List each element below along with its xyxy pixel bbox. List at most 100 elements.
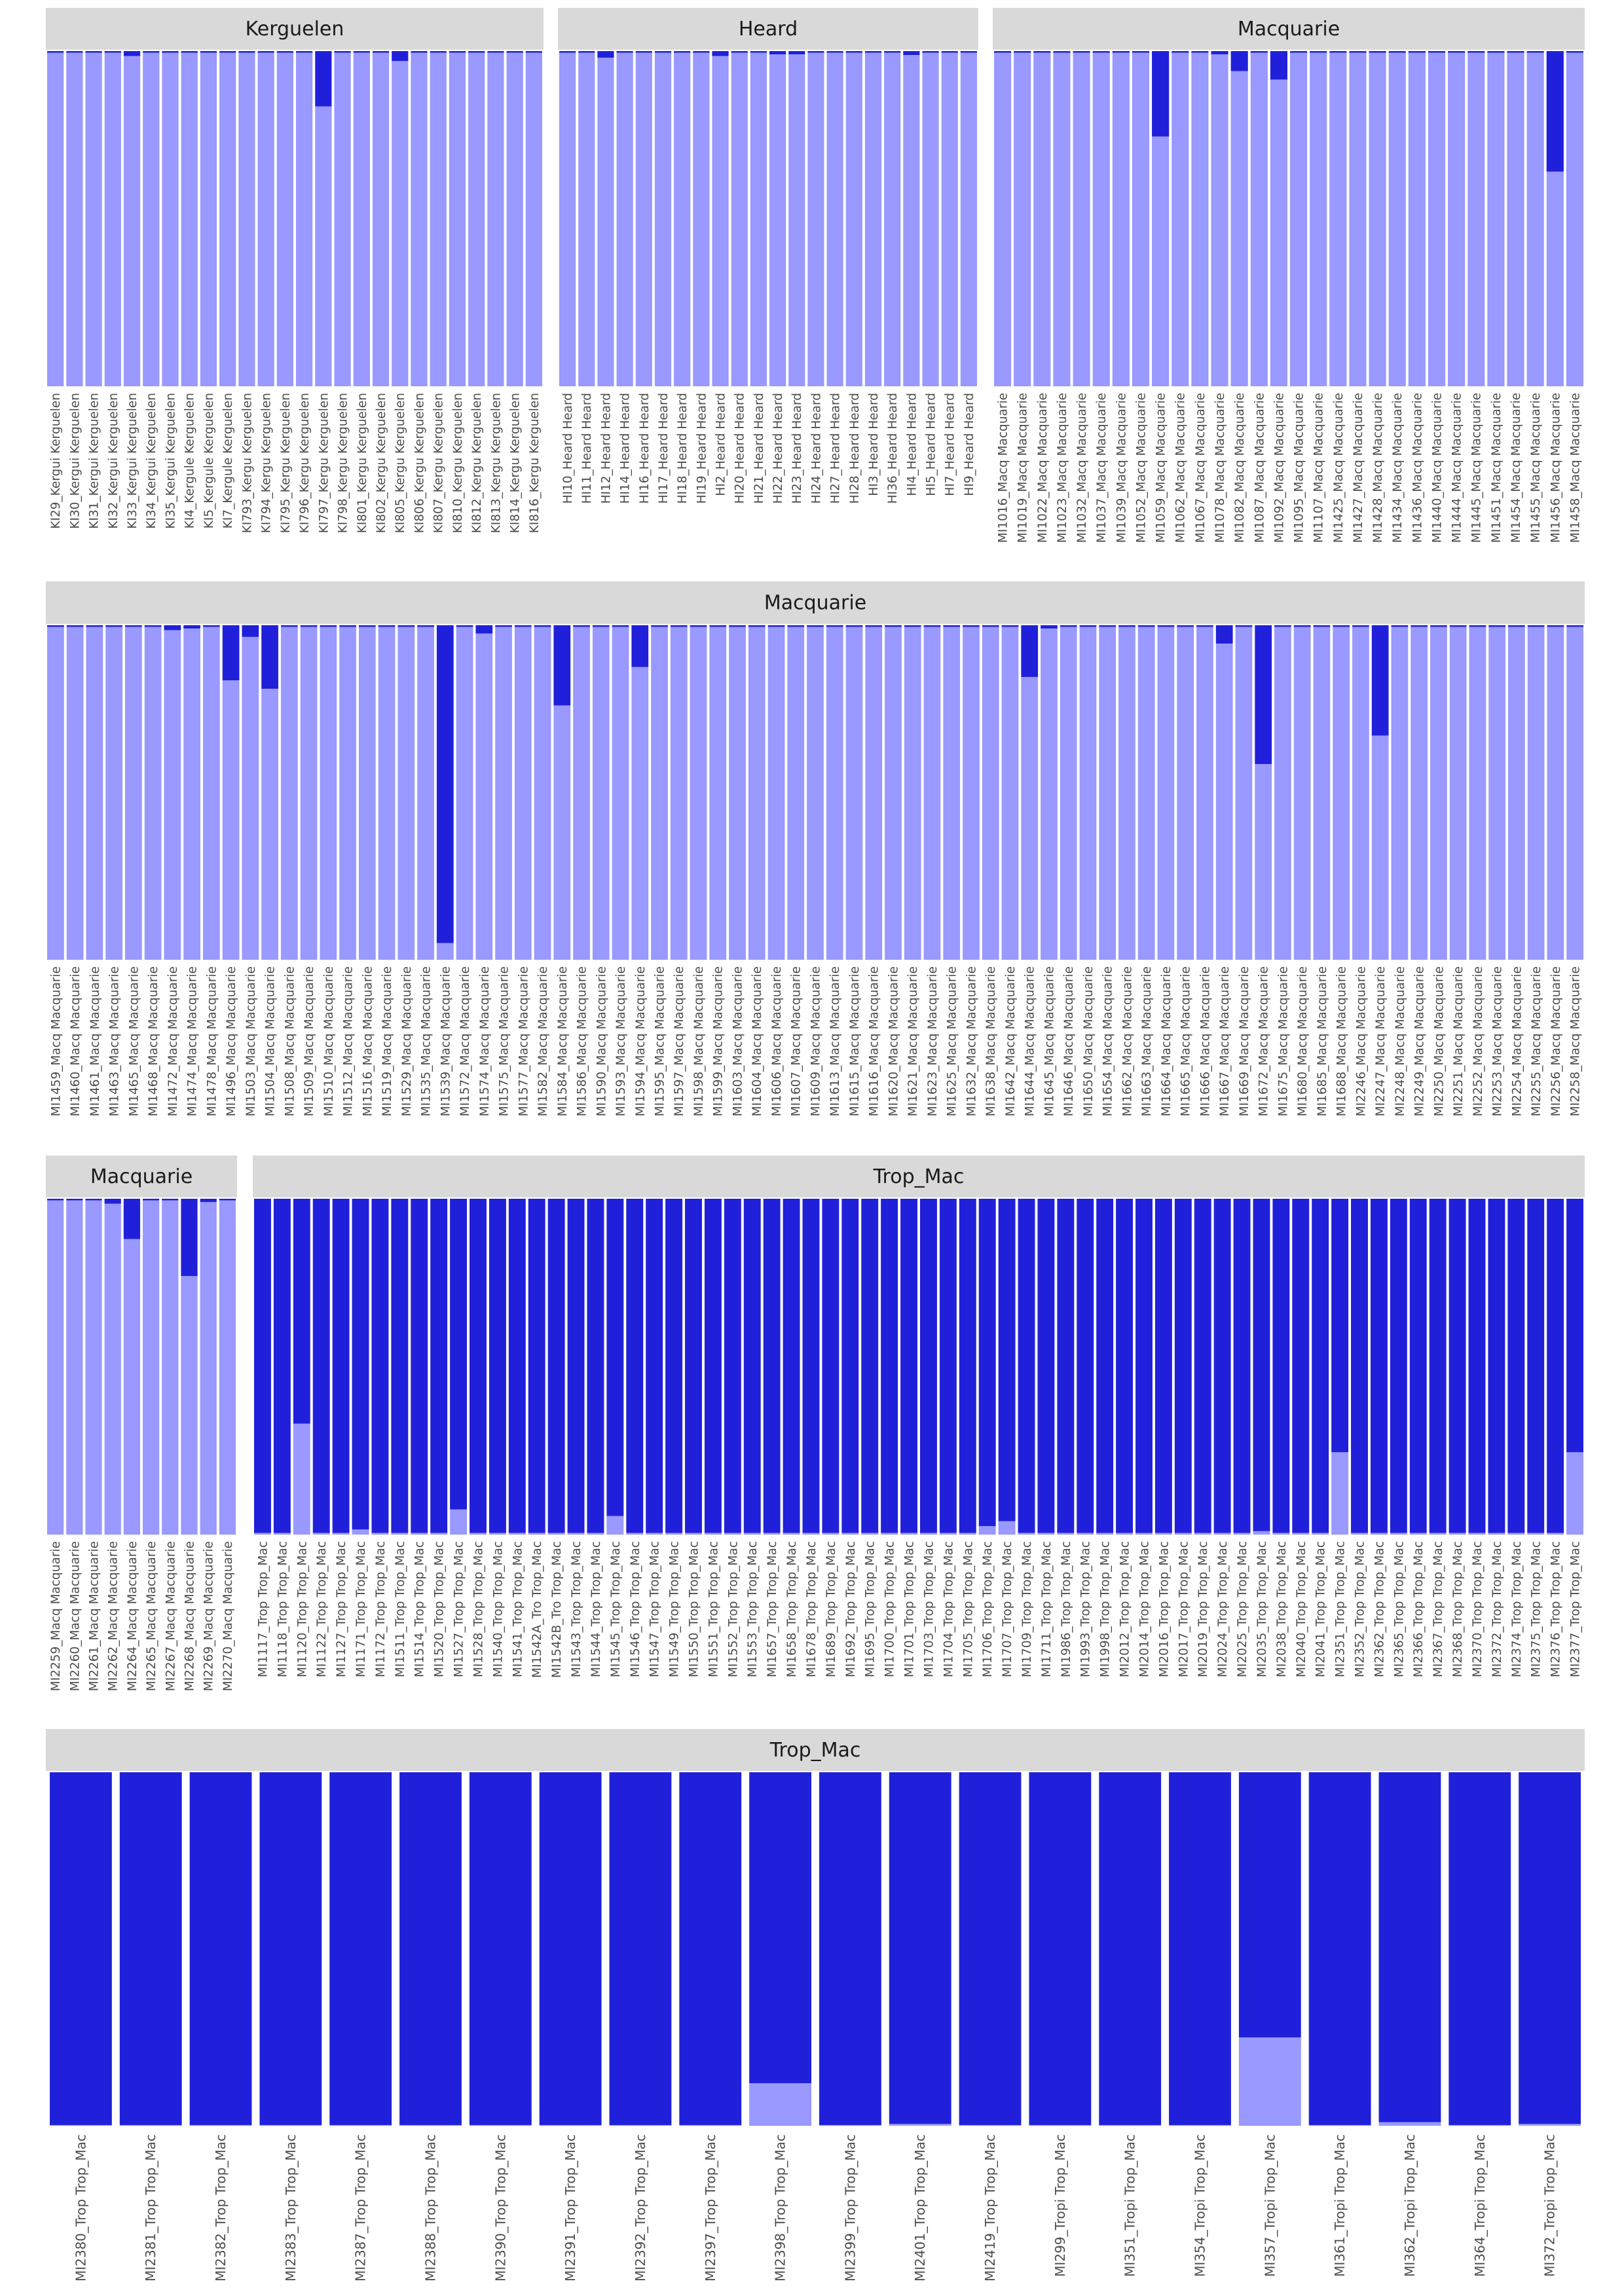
- bar-segment-cluster2: [903, 55, 920, 387]
- tick-label: HI28_Heard Heard: [848, 393, 862, 503]
- bar-segment-cluster1: [802, 1199, 820, 1533]
- tick-label: MI2268_Macq Macquarie: [183, 1541, 197, 1691]
- tick-label: MI299_Tropi Trop_Mac: [1052, 2134, 1068, 2277]
- bar-segment-cluster1: [417, 625, 434, 627]
- bar-segment-cluster1: [1507, 1199, 1525, 1533]
- bar-segment-cluster2: [273, 1533, 291, 1535]
- tick-label: MI1468_Macq Macquarie: [147, 966, 160, 1116]
- bar-segment-cluster1: [123, 1199, 140, 1239]
- tick-label: MI372_Tropi Trop_Mac: [1542, 2134, 1558, 2277]
- bar-segment-cluster2: [1448, 52, 1466, 386]
- bar-segment-cluster1: [280, 625, 298, 627]
- tick-label: MI1688_Macq Macquarie: [1335, 966, 1349, 1116]
- bar-segment-cluster2: [1467, 52, 1485, 386]
- bar-segment-cluster1: [1488, 1199, 1505, 1533]
- tick-label: HI21_Heard Heard: [752, 393, 766, 503]
- bar-segment-cluster1: [1352, 625, 1369, 627]
- panel-macquarie: Macquarie MI1016_Macq Macquarie MI1019_Mac…: [993, 8, 1585, 543]
- bar-segment-cluster1: [1547, 625, 1564, 627]
- bar-segment-cluster2: [508, 1533, 526, 1535]
- bar-segment-cluster1: [339, 625, 356, 627]
- bar-segment-cluster2: [181, 1275, 198, 1535]
- bar-segment-cluster1: [261, 625, 278, 689]
- bar-segment-cluster1: [105, 625, 122, 627]
- tick-label: MI2270_Macq Macquarie: [221, 1541, 235, 1691]
- tick-label: MI2398_Trop Trop_Mac: [773, 2134, 788, 2282]
- bar-segment-cluster1: [750, 51, 767, 53]
- bar-segment-cluster1: [450, 1199, 468, 1510]
- bar-segment-cluster2: [47, 627, 64, 960]
- bar-segment-cluster1: [200, 1199, 217, 1203]
- bar-segment-cluster1: [1411, 625, 1428, 627]
- bar-segment-cluster2: [495, 627, 512, 960]
- bar-segment-cluster1: [104, 1199, 121, 1204]
- tick-label: KI4_Kergule Kerguelen: [183, 393, 197, 528]
- tick-label: MI1474_Macq Macquarie: [186, 966, 200, 1116]
- tick-label: MI2362_Trop Trop_Mac: [1373, 1541, 1386, 1677]
- tick-label: MI1551_Trop Trop_Mac: [707, 1541, 720, 1677]
- bar-segment-cluster2: [332, 1533, 350, 1535]
- bar-segment-cluster2: [468, 52, 485, 386]
- tick-label: MI2040_Trop Trop_Mac: [1295, 1541, 1308, 1677]
- bar-segment-cluster2: [296, 52, 313, 386]
- bar-segment-cluster1: [1215, 625, 1233, 644]
- bar-segment-cluster1: [559, 51, 576, 53]
- bar-segment-cluster2: [616, 52, 633, 386]
- tick-label: MI1512_Macq Macquarie: [342, 966, 356, 1116]
- tick-label: KI802_Kergu Kerguelen: [375, 393, 388, 533]
- tick-label: MI1172_Trop Trop_Mac: [374, 1541, 388, 1677]
- bar-segment-cluster2: [506, 52, 523, 386]
- bar-segment-cluster1: [573, 625, 590, 627]
- bar-segment-cluster1: [1429, 1199, 1447, 1533]
- bar-segment-cluster2: [978, 1526, 996, 1535]
- bar-segment-cluster1: [1349, 51, 1367, 53]
- bar-segment-cluster1: [85, 51, 102, 53]
- tick-label: MI1461_Macq Macquarie: [88, 966, 102, 1116]
- tick-label: MI1511_Trop Trop_Mac: [394, 1541, 407, 1677]
- bar-segment-cluster1: [66, 51, 83, 53]
- bar-segment-cluster1: [1547, 1199, 1564, 1533]
- bar-segment-cluster1: [334, 51, 351, 53]
- bar-segment-cluster2: [578, 52, 595, 386]
- bar-segment-cluster2: [1566, 1452, 1583, 1535]
- bar-segment-cluster2: [749, 2083, 811, 2126]
- bar-segment-cluster1: [1329, 51, 1347, 53]
- bar-segment-cluster1: [889, 1772, 951, 2124]
- bar-segment-cluster1: [861, 1199, 879, 1533]
- bar-segment-cluster2: [372, 52, 390, 386]
- bar-segment-cluster2: [1487, 52, 1505, 386]
- bar-segment-cluster2: [959, 2124, 1022, 2126]
- bar-segment-cluster1: [1255, 625, 1272, 765]
- tick-label: MI1632_Macq Macquarie: [965, 966, 978, 1116]
- bar-segment-cluster1: [547, 1199, 565, 1533]
- facet-strip-label: Trop_Mac: [769, 1739, 861, 1762]
- panel-heard: Heard HI10_Heard Heard HI11_Heard Heard HI1…: [558, 8, 978, 503]
- tick-label: MI1503_Macq Macquarie: [244, 966, 258, 1116]
- bar-segment-cluster2: [1429, 1533, 1447, 1535]
- bar-segment-cluster1: [162, 1199, 179, 1201]
- bar-segment-cluster2: [1370, 1533, 1388, 1535]
- bar-segment-cluster1: [183, 625, 200, 629]
- bar-segment-cluster2: [609, 2124, 672, 2126]
- bar-segment-cluster1: [1449, 625, 1467, 627]
- tick-label: MI1520_Trop Trop_Mac: [433, 1541, 447, 1677]
- bar-segment-cluster1: [1331, 1199, 1349, 1453]
- bar-segment-cluster2: [704, 1533, 722, 1535]
- tick-label: MI1604_Macq Macquarie: [750, 966, 764, 1116]
- tick-label: MI1597_Macq Macquarie: [673, 966, 686, 1116]
- tick-label: HI17_Heard Heard: [657, 393, 671, 503]
- bar-segment-cluster2: [399, 2124, 462, 2126]
- tick-label: MI1078_Macq Macquarie: [1213, 393, 1227, 543]
- bar-segment-cluster2: [1390, 1533, 1407, 1535]
- bar-segment-cluster2: [1152, 136, 1170, 386]
- bar-segment-cluster1: [514, 625, 532, 627]
- bar-segment-cluster1: [257, 51, 274, 53]
- bar-segment-cluster2: [143, 1200, 160, 1535]
- bar-segment-cluster1: [943, 625, 961, 627]
- bar-segment-cluster1: [998, 1199, 1016, 1522]
- bar-segment-cluster1: [1566, 1199, 1583, 1453]
- tick-label: HI9_Heard Heard: [963, 393, 976, 496]
- bar-segment-cluster1: [900, 1199, 917, 1533]
- bar-segment-cluster1: [1079, 625, 1097, 627]
